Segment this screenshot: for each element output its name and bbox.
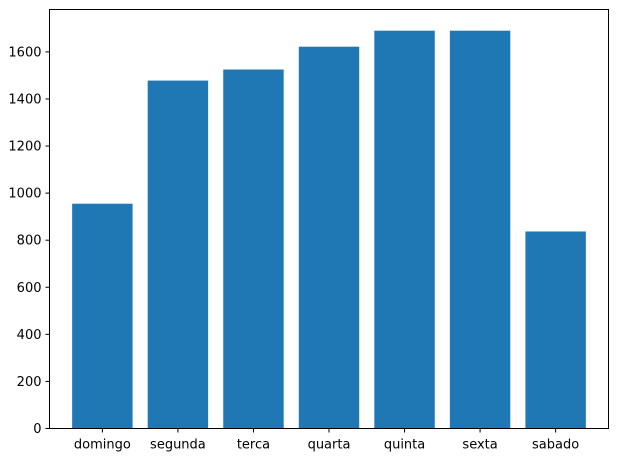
y-tick-label: 1000 bbox=[8, 187, 41, 202]
bar-domingo bbox=[72, 203, 133, 429]
x-axis-ticks: domingo segunda terca quarta quinta sexta saba… bbox=[74, 428, 579, 453]
y-tick-label: 400 bbox=[17, 328, 42, 343]
x-tick-label: quinta bbox=[384, 438, 425, 453]
y-axis-ticks: 0 200 400 600 800 1000 1200 1400 1600 bbox=[8, 45, 50, 437]
bar-quarta bbox=[298, 46, 360, 429]
y-tick-label: 1600 bbox=[8, 45, 41, 60]
x-tick-label: terca bbox=[237, 438, 270, 453]
plot-frame bbox=[49, 9, 609, 429]
bars-group bbox=[72, 30, 586, 429]
x-tick-label: sexta bbox=[462, 438, 497, 453]
y-tick-label: 800 bbox=[17, 234, 42, 249]
bar-quinta bbox=[374, 30, 435, 429]
y-tick-label: 1400 bbox=[8, 92, 41, 107]
y-tick-label: 600 bbox=[17, 281, 42, 296]
x-tick-label: quarta bbox=[308, 438, 351, 453]
y-tick-label: 1200 bbox=[8, 140, 41, 155]
x-tick-label: domingo bbox=[74, 438, 131, 453]
x-tick-label: segunda bbox=[150, 438, 206, 453]
y-tick-label: 200 bbox=[17, 375, 42, 390]
bar-terca bbox=[223, 69, 284, 429]
bar-sexta bbox=[449, 30, 511, 429]
bar-sabado bbox=[525, 231, 586, 429]
bar-segunda bbox=[147, 80, 209, 429]
x-tick-label: sabado bbox=[532, 438, 579, 453]
y-tick-label: 0 bbox=[33, 422, 41, 437]
